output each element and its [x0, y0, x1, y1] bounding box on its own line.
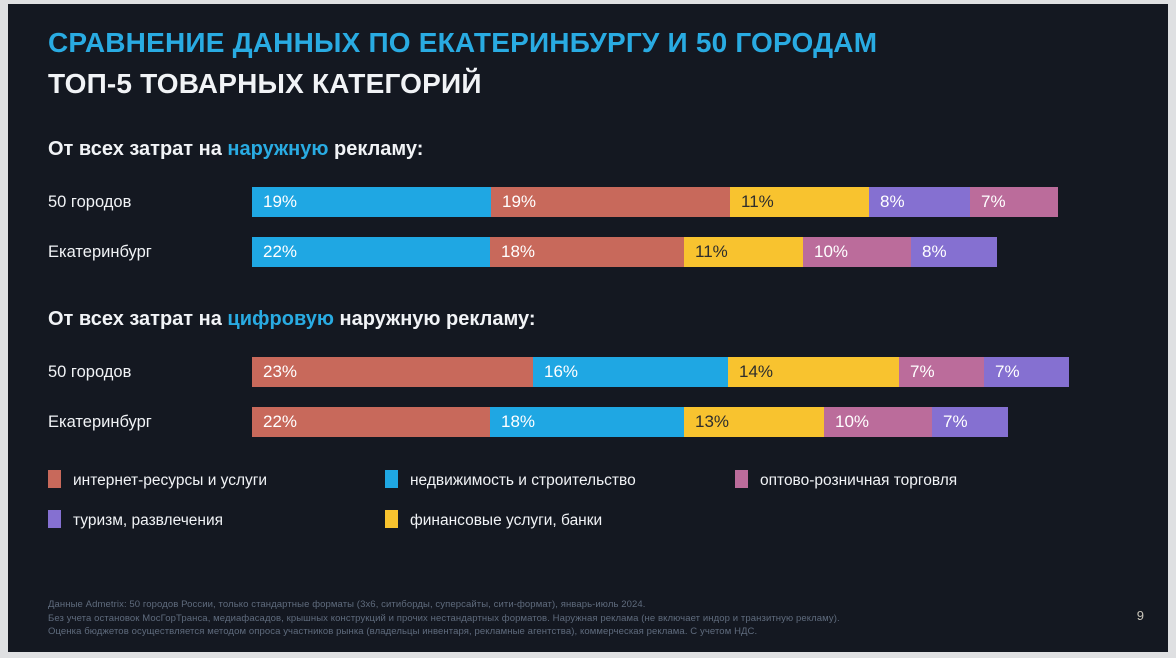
footnote-line: Данные Admetrix: 50 городов России, толь… — [48, 599, 646, 610]
section-digital-outdoor-ads: От всех затрат на цифровую наружную рекл… — [48, 305, 1140, 457]
bar-segment-tourism: 8% — [911, 237, 997, 267]
row-label: 50 городов — [48, 192, 132, 211]
stacked-bar: 22% 18% 11% 10% 8% — [252, 237, 997, 267]
heading-highlight: наружную — [227, 138, 329, 160]
legend-item-real_estate: недвижимость и строительство — [385, 470, 735, 490]
bar-segment-finance: 13% — [684, 407, 824, 437]
legend-swatch-icon — [385, 470, 398, 488]
bar-row: Екатеринбург 22% 18% 13% 10% 7% — [48, 407, 1140, 437]
legend-label: оптово-розничная торговля — [760, 472, 958, 489]
bar-segment-retail: 7% — [899, 357, 984, 387]
legend-swatch-icon — [48, 510, 61, 528]
row-label: Екатеринбург — [48, 412, 152, 431]
bar-rows: 50 городов 23% 16% 14% 7% 7% Екатеринбург 22% 18… — [48, 357, 1140, 437]
slide: СРАВНЕНИЕ ДАННЫХ ПО ЕКАТЕРИНБУРГУ И 50 Г… — [8, 4, 1168, 652]
slide-title-line2: ТОП-5 ТОВАРНЫХ КАТЕГОРИЙ — [48, 68, 482, 99]
bar-segment-internet: 23% — [252, 357, 533, 387]
bar-segment-real_estate: 16% — [533, 357, 728, 387]
bar-segment-internet: 19% — [491, 187, 730, 217]
footnote-line: Без учета остановок МосГорТранса, медиаф… — [48, 612, 840, 624]
section-heading: От всех затрат на цифровую наружную рекл… — [48, 305, 1140, 333]
slide-title: СРАВНЕНИЕ ДАННЫХ ПО ЕКАТЕРИНБУРГУ И 50 Г… — [48, 24, 877, 103]
legend-label: интернет-ресурсы и услуги — [73, 472, 268, 489]
legend-swatch-icon — [735, 470, 748, 488]
heading-prefix: От всех затрат на — [48, 308, 228, 330]
legend-label: туризм, развлечения — [73, 512, 224, 529]
bar-segment-finance: 14% — [728, 357, 899, 387]
stacked-bar: 19% 19% 11% 8% 7% — [252, 187, 1058, 217]
bar-segment-tourism: 7% — [932, 407, 1008, 437]
row-label: Екатеринбург — [48, 242, 152, 261]
heading-highlight: цифровую — [227, 308, 334, 330]
legend: интернет-ресурсы и услуги недвижимость и … — [48, 470, 1140, 530]
heading-prefix: От всех затрат на — [48, 138, 228, 160]
bar-row: 50 городов 19% 19% 11% 8% 7% — [48, 187, 1140, 217]
legend-item-retail: оптово-розничная торговля — [735, 470, 1140, 490]
bar-segment-real_estate: 19% — [252, 187, 491, 217]
bar-segment-finance: 11% — [730, 187, 869, 217]
stacked-bar: 23% 16% 14% 7% 7% — [252, 357, 1069, 387]
bar-segment-real_estate: 22% — [252, 237, 490, 267]
bar-segment-tourism: 7% — [984, 357, 1069, 387]
bar-segment-internet: 18% — [490, 237, 684, 267]
bar-segment-retail: 10% — [803, 237, 911, 267]
bar-segment-finance: 11% — [684, 237, 803, 267]
bar-row: 50 городов 23% 16% 14% 7% 7% — [48, 357, 1140, 387]
legend-swatch-icon — [48, 470, 61, 488]
row-label: 50 городов — [48, 362, 132, 381]
legend-item-tourism: туризм, развлечения — [48, 510, 385, 530]
legend-swatch-icon — [385, 510, 398, 528]
stacked-bar: 22% 18% 13% 10% 7% — [252, 407, 1008, 437]
bar-segment-retail: 10% — [824, 407, 932, 437]
bar-segment-real_estate: 18% — [490, 407, 684, 437]
footnotes: Данные Admetrix: 50 городов России, толь… — [48, 598, 1048, 639]
legend-item-finance: финансовые услуги, банки — [385, 510, 735, 530]
bar-row: Екатеринбург 22% 18% 11% 10% 8% — [48, 237, 1140, 267]
legend-item-internet: интернет-ресурсы и услуги — [48, 470, 385, 490]
section-outdoor-ads: От всех затрат на наружную рекламу: 50 г… — [48, 135, 1140, 287]
legend-label: недвижимость и строительство — [410, 472, 636, 489]
bar-segment-tourism: 8% — [869, 187, 970, 217]
bar-rows: 50 городов 19% 19% 11% 8% 7% Екатеринбург 22% 18… — [48, 187, 1140, 267]
legend-label: финансовые услуги, банки — [410, 512, 603, 529]
bar-segment-retail: 7% — [970, 187, 1058, 217]
heading-suffix: рекламу: — [328, 138, 424, 160]
heading-suffix: наружную рекламу: — [333, 308, 536, 330]
footnote-line: Оценка бюджетов осуществляется методом о… — [48, 626, 758, 637]
section-heading: От всех затрат на наружную рекламу: — [48, 135, 1140, 163]
slide-title-line1: СРАВНЕНИЕ ДАННЫХ ПО ЕКАТЕРИНБУРГУ И 50 Г… — [48, 27, 878, 58]
bar-segment-internet: 22% — [252, 407, 490, 437]
page-number: 9 — [1136, 608, 1144, 623]
